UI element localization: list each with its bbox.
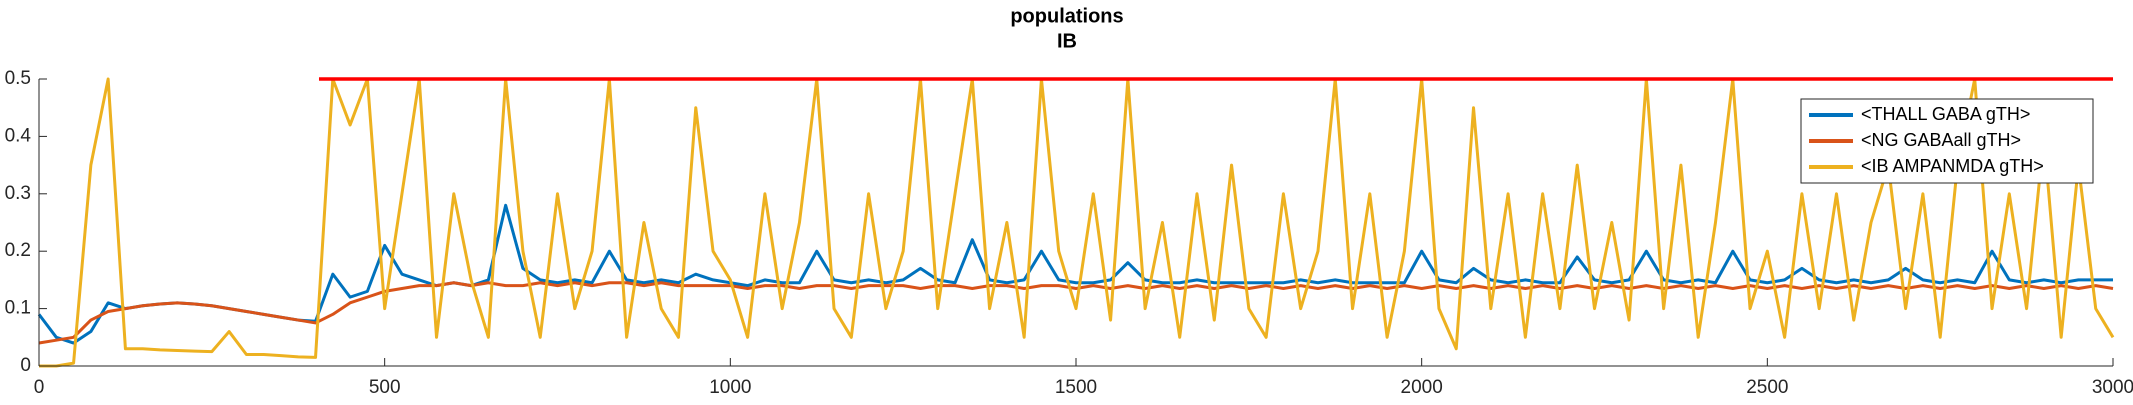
y-tick-label: 0.4 [5,125,32,146]
y-tick-label: 0.2 [5,240,31,261]
legend: <THALL GABA gTH> <NG GABAall gTH> <IB AMPA… [1800,98,2094,184]
x-tick-label: 3000 [2092,377,2133,398]
y-tick-label: 0.1 [5,298,31,319]
x-tick-label: 0 [34,377,45,398]
chart-title: populations [1010,5,1123,27]
legend-label: <THALL GABA gTH> [1861,104,2030,124]
x-tick-label: 1500 [1055,377,1097,398]
x-tick-label: 2000 [1401,377,1443,398]
plot-area [39,79,2113,366]
legend-label: <IB AMPANMDA gTH> [1861,156,2044,176]
y-tick-label: 0.5 [5,68,31,89]
x-tick-label: 500 [369,377,401,398]
legend-label: <NG GABAall gTH> [1861,130,2021,150]
y-tick-label: 0.3 [5,183,31,204]
data-line [37,203,2113,345]
y-tick-label: 0 [20,355,31,376]
x-tick-label: 1000 [709,377,751,398]
data-line [39,77,2115,368]
chart-subtitle: IB [1057,30,1077,52]
x-tick-label: 2500 [1746,377,1788,398]
